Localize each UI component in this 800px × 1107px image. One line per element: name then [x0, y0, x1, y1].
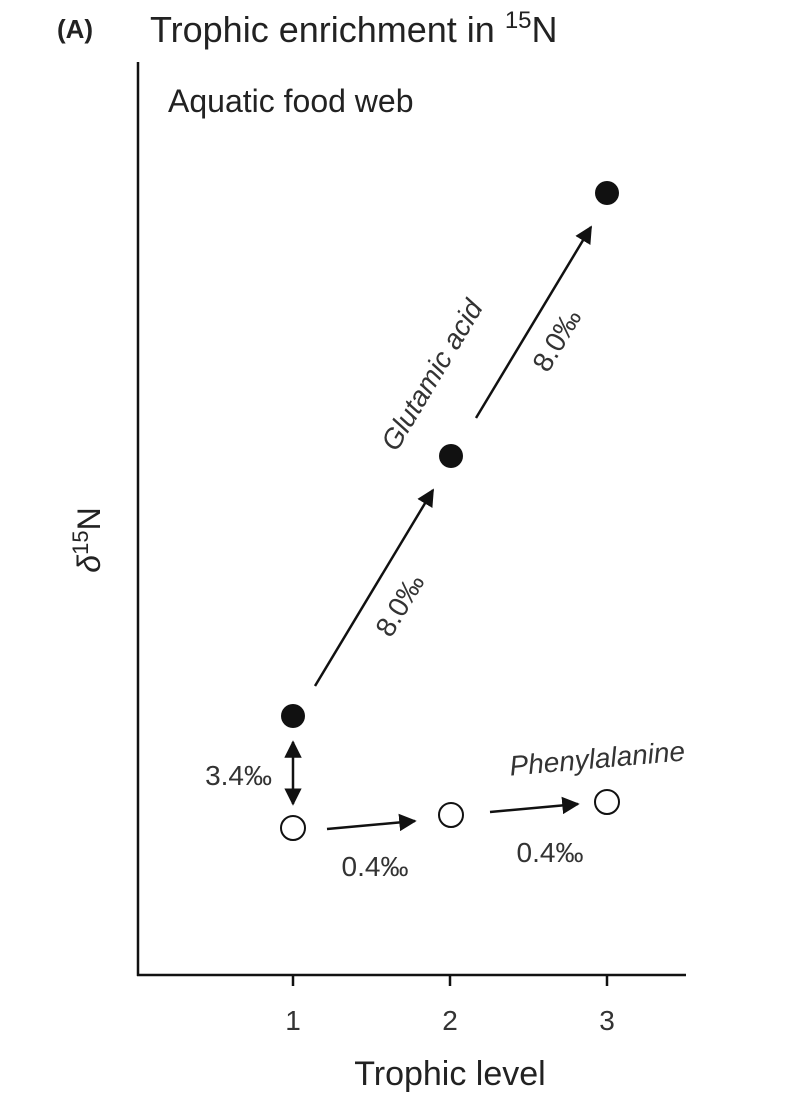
- x-tick-label: 3: [599, 1005, 615, 1036]
- annotation: Glutamic acid: [375, 293, 490, 456]
- filled-point: [439, 444, 463, 468]
- y-axis-label: δ15N: [68, 507, 107, 572]
- filled-point: [595, 181, 619, 205]
- open-point: [438, 802, 464, 828]
- annotation: 0.4‰: [342, 851, 409, 882]
- subtitle: Aquatic food web: [168, 83, 414, 119]
- filled-point: [281, 704, 305, 728]
- x-tick-label: 2: [442, 1005, 458, 1036]
- title: Trophic enrichment in 15N: [150, 7, 558, 50]
- arrow: [326, 813, 417, 832]
- arrow: [474, 225, 593, 419]
- x-axis-label: Trophic level: [354, 1055, 545, 1093]
- annotation: 8.0‰: [526, 303, 587, 376]
- x-tick-label: 1: [285, 1005, 301, 1036]
- annotation: 3.4‰: [205, 760, 272, 791]
- panel-label: (A): [57, 14, 93, 44]
- arrow: [313, 488, 435, 687]
- open-point: [280, 815, 306, 841]
- open-point: [594, 789, 620, 815]
- annotation: Phenylalanine: [508, 735, 686, 781]
- arrow: [489, 796, 580, 815]
- annotation: 0.4‰: [517, 837, 584, 868]
